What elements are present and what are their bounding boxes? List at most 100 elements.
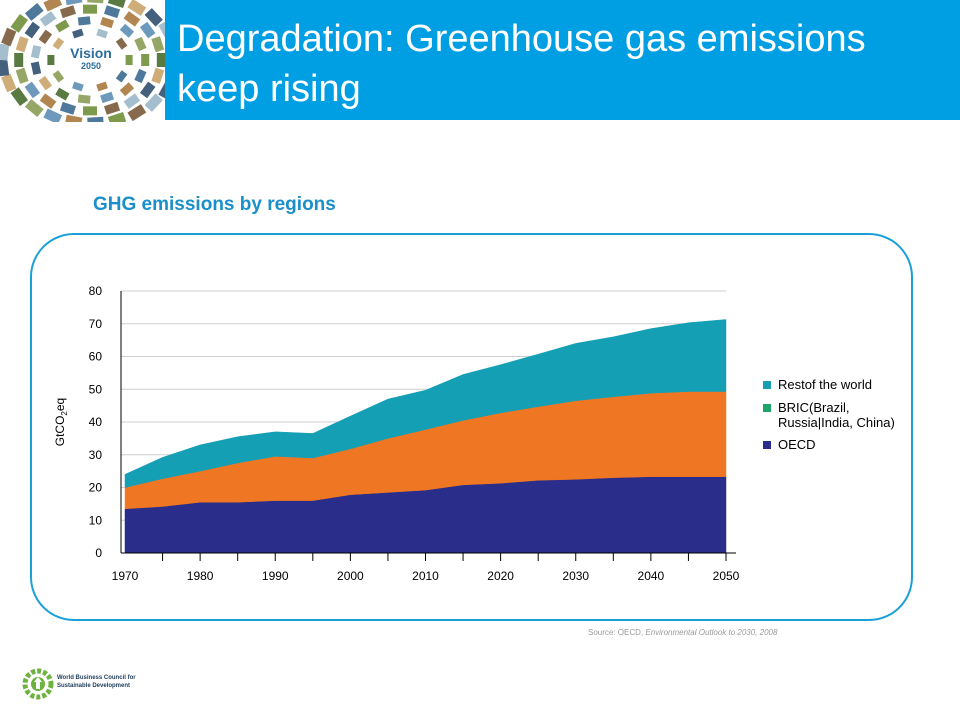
wbcsd-name: World Business Council for Sustainable D…: [57, 674, 136, 690]
mosaic-tile: [0, 59, 10, 77]
mosaic-tile: [125, 54, 133, 65]
mosaic-tile: [123, 93, 141, 109]
x-tick-label: 1970: [112, 569, 139, 583]
wbcsd-name-line1: World Business Council for: [57, 675, 136, 681]
mosaic-tile: [77, 94, 91, 104]
mosaic-tile: [30, 61, 42, 75]
mosaic-tile: [127, 0, 147, 16]
mosaic-tile: [96, 28, 108, 39]
page-title: Degradation: Greenhouse gas emissions ke…: [177, 18, 866, 110]
mosaic-tile: [55, 19, 70, 33]
series-area-2: [124, 319, 727, 488]
y-tick-label: 40: [89, 415, 103, 429]
x-tick-label: 2000: [337, 569, 364, 583]
mosaic-tile: [83, 106, 97, 116]
photo-mosaic: [0, 0, 165, 122]
y-tick-label: 80: [89, 284, 103, 298]
mosaic-tile: [158, 20, 165, 40]
mosaic-tile: [43, 0, 63, 12]
mosaic-tile: [151, 36, 165, 53]
legend-swatch-0: [763, 381, 771, 389]
mosaic-tile: [119, 23, 135, 38]
mosaic-tile: [64, 114, 83, 122]
mosaic-tile: [156, 53, 165, 67]
logo-word: Vision: [70, 45, 112, 61]
mosaic-tile: [87, 0, 104, 4]
mosaic-tile: [39, 11, 57, 27]
mosaic-tile: [38, 29, 53, 45]
mosaic-tile: [158, 80, 165, 100]
source-note: Source: OECD, Environmental Outlook to 2…: [588, 628, 777, 637]
mosaic-tile: [100, 91, 115, 104]
mosaic-tile: [52, 37, 65, 50]
mosaic-tile: [123, 11, 141, 27]
mosaic-tile: [0, 43, 10, 61]
mosaic-tile: [39, 93, 57, 109]
x-tick-label: 2030: [562, 569, 589, 583]
mosaic-tile: [115, 70, 128, 83]
mosaic-tile: [100, 16, 115, 29]
mosaic-tile: [127, 104, 147, 122]
y-tick-label: 70: [89, 317, 103, 331]
mosaic-tile: [96, 81, 108, 92]
mosaic-tile: [24, 21, 41, 39]
x-tick-label: 2010: [412, 569, 439, 583]
mosaic-tile: [83, 4, 97, 14]
x-tick-label: 1990: [262, 569, 289, 583]
mosaic-tile: [1, 73, 17, 93]
chart-panel: [30, 233, 913, 621]
mosaic-tile: [77, 16, 91, 26]
chart-subtitle: GHG emissions by regions: [93, 194, 336, 215]
mosaic-tile: [10, 13, 29, 33]
x-tick-label: 2040: [638, 569, 665, 583]
mosaic-tile: [43, 108, 63, 122]
y-tick-label: 20: [89, 481, 103, 495]
legend-label-1: BRIC(Brazil,: [778, 400, 850, 415]
legend-swatch-1: [763, 404, 771, 412]
mosaic-tile: [103, 5, 121, 19]
source-italic: Environmental Outlook to 2030, 2008: [645, 628, 778, 637]
mosaic-tile: [38, 75, 53, 91]
mosaic-tile: [10, 87, 29, 107]
legend-swatch-2: [763, 441, 771, 449]
legend-label-2: OECD: [778, 437, 816, 452]
mosaic-tile: [144, 8, 163, 27]
y-tick-label: 0: [95, 546, 102, 560]
mosaic-tile: [14, 53, 24, 68]
y-tick-label: 30: [89, 448, 103, 462]
y-tick-label: 50: [89, 382, 103, 396]
mosaic-tile: [24, 81, 41, 99]
wbcsd-emblem-icon: [22, 668, 54, 700]
mosaic-tile: [139, 81, 156, 99]
source-prefix: Source: OECD,: [588, 628, 646, 637]
mosaic-tile: [141, 54, 150, 66]
mosaic-tile: [134, 68, 147, 84]
y-tick-label: 60: [89, 350, 103, 364]
mosaic-tile: [144, 93, 163, 112]
vision-2050-logo: Vision 2050: [0, 0, 165, 122]
mosaic-tile: [24, 99, 44, 117]
mosaic-tile: [59, 101, 77, 115]
mosaic-tile: [1, 27, 17, 47]
legend-label-1: Russia|India, China): [778, 415, 895, 430]
mosaic-tile: [15, 67, 29, 84]
mosaic-tile: [151, 67, 165, 84]
mosaic-tile: [24, 3, 44, 21]
logo-year: 2050: [80, 61, 102, 71]
x-tick-label: 1980: [187, 569, 214, 583]
mosaic-tile: [134, 36, 147, 52]
logo-label: Vision 2050: [66, 46, 116, 71]
mosaic-tile: [52, 70, 65, 83]
mosaic-tile: [87, 116, 104, 122]
mosaic-tile: [72, 28, 84, 39]
y-tick-label: 10: [89, 513, 103, 527]
mosaic-tile: [72, 81, 84, 92]
title-bar: Degradation: Greenhouse gas emissions ke…: [165, 0, 960, 120]
y-axis-label: GtCO2eq: [53, 398, 69, 446]
wbcsd-name-line2: Sustainable Development: [57, 683, 131, 689]
mosaic-tile: [15, 36, 29, 53]
mosaic-tile: [115, 37, 128, 50]
mosaic-tile: [59, 5, 77, 19]
mosaic-tile: [64, 0, 83, 6]
